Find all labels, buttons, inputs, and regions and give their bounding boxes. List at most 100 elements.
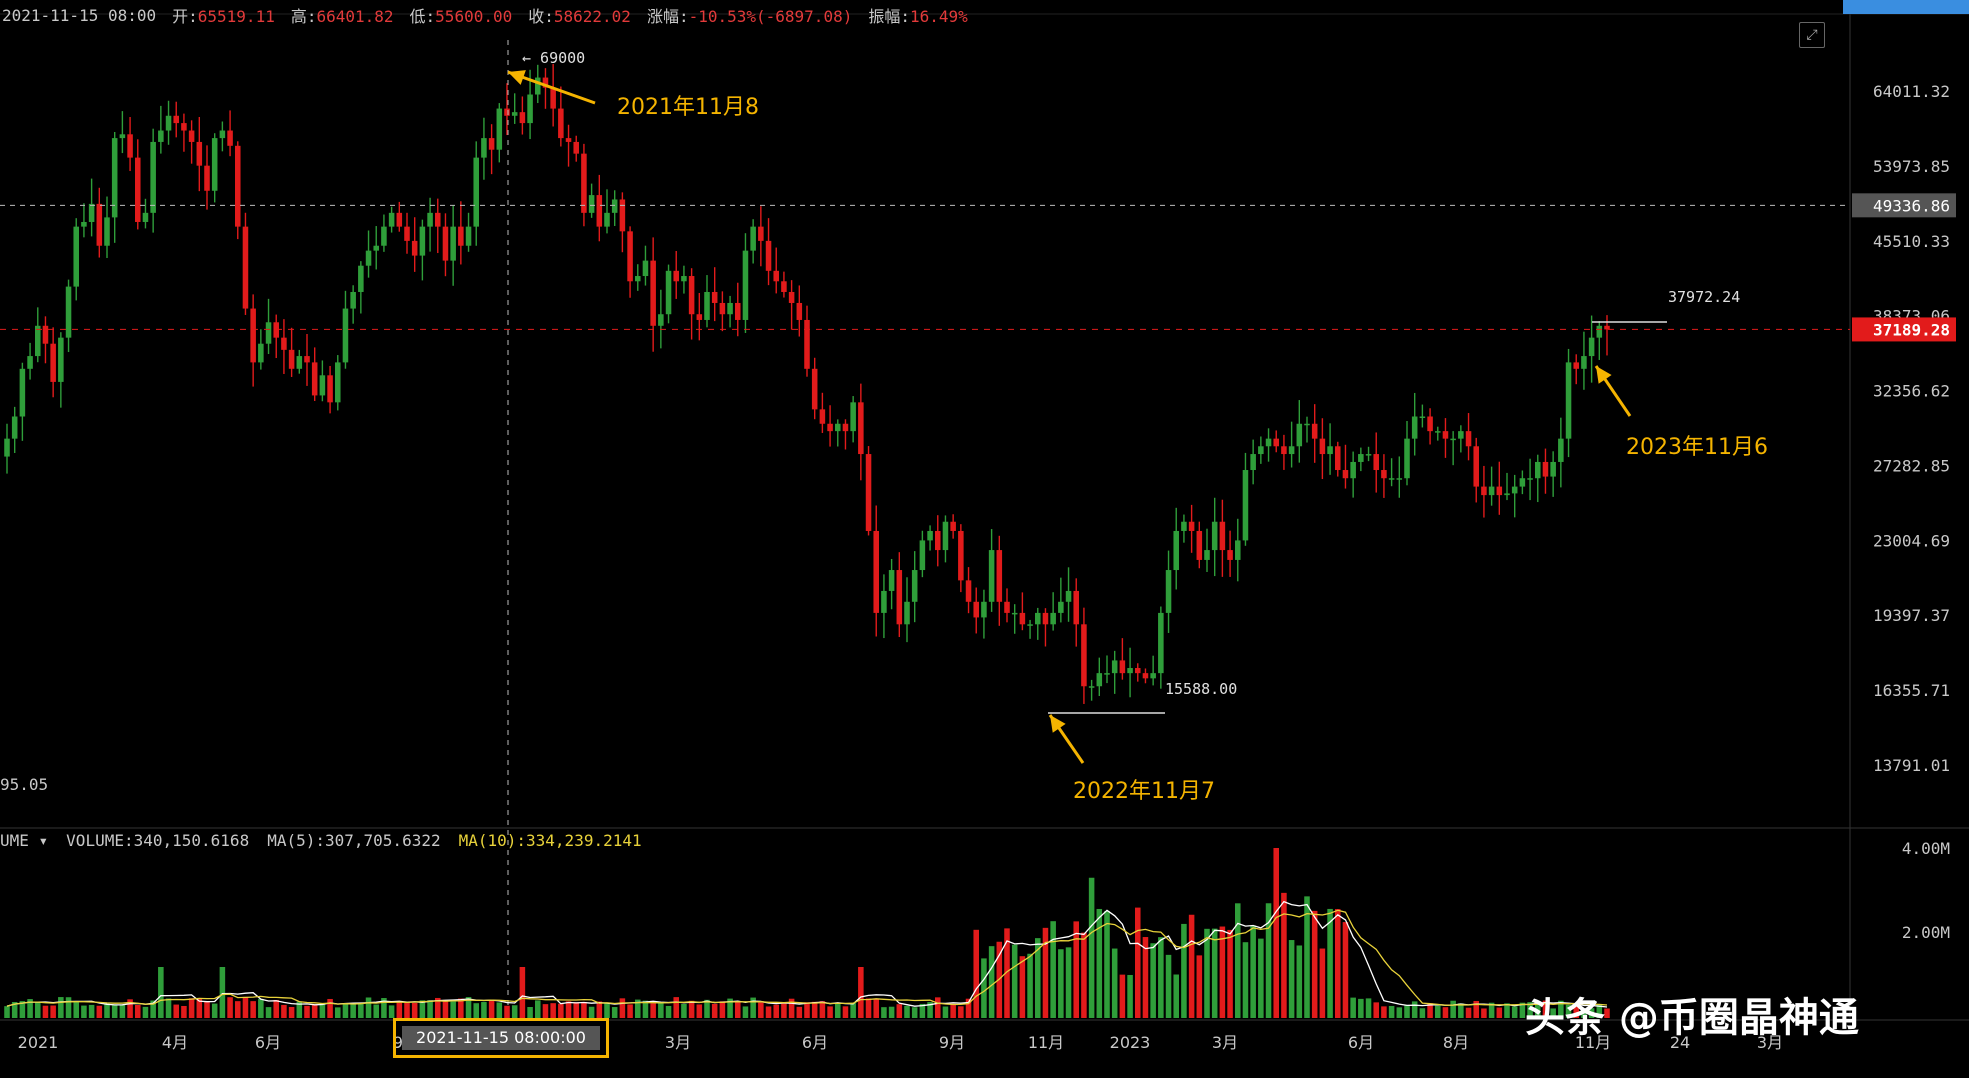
candle-body [719,302,726,315]
candle [1165,550,1172,633]
candle-body [365,250,372,266]
volume-bar [611,1007,618,1018]
current-high-price-label: 37972.24 [1668,288,1740,306]
volume-bar [619,998,626,1018]
candle-body [1011,612,1018,615]
candle-body [596,195,603,227]
volume-bar [1273,848,1279,1018]
candle-body [96,203,103,246]
volume-bar [1188,914,1195,1018]
low-label: 低: [409,7,436,26]
volume-indicator-select[interactable]: UME ▾ [0,830,49,850]
candle [781,271,787,298]
candle [673,250,679,299]
candle [465,212,472,252]
expand-icon[interactable]: ⤢ [1799,22,1825,48]
top-right-tab[interactable] [1843,0,1969,14]
candle-body [935,530,941,551]
candle-body [542,77,549,88]
candle [1304,416,1310,443]
candle-body [88,203,95,222]
candle-body [1196,530,1203,560]
volume-bar [81,1005,87,1018]
volume-bar [565,1001,572,1018]
candle-body [819,409,826,424]
candle [211,133,218,203]
volume-bar [1550,1008,1556,1018]
candle [142,198,149,229]
candle [296,349,303,374]
candle-body [473,157,479,227]
candle-body [196,141,203,166]
candle [1396,456,1403,498]
volume-bar [911,1007,918,1018]
volume-bar [350,1002,356,1018]
candle [719,291,726,332]
candle-body [519,112,526,124]
volume-bar [411,1002,418,1018]
candle-body [1381,470,1387,479]
candle-body [1204,550,1210,560]
volume-bar [658,1002,664,1018]
candle [1058,577,1064,623]
candle [996,535,1003,626]
candle [173,101,179,138]
candle [588,183,595,218]
candle [1188,504,1195,553]
candle [35,307,41,363]
candle-body [788,291,795,303]
volume-bar [235,1001,241,1018]
candle [65,279,72,353]
candle [865,446,872,536]
volume-bar [1373,1002,1379,1018]
volume-bar [1081,932,1087,1018]
candle [96,187,103,258]
candle [973,587,979,634]
candle [281,319,287,374]
candle [573,135,579,162]
candle-body [1235,540,1241,560]
volume-bar [1511,1006,1518,1018]
candle-body [1004,601,1010,613]
candle [819,392,826,433]
time-tick-14: 3月 [1757,1033,1783,1052]
candle [365,230,372,278]
candle-body [81,221,87,227]
candle [1088,679,1095,701]
volume-bar [904,1005,910,1018]
candle-body [1419,416,1426,419]
ma5-line [6,900,1608,1008]
volume-bar [111,1004,118,1018]
volume-bar [311,1004,318,1018]
volume-bar [188,998,195,1018]
candle [1588,315,1595,383]
volume-bar [1427,1003,1433,1018]
candle [1527,458,1533,501]
candle-body [1211,521,1218,551]
candle [542,68,549,109]
volume-bar [73,1001,79,1018]
candle [627,226,633,298]
candle [1419,404,1426,428]
candle [688,268,695,340]
volume-bar [1604,1008,1610,1018]
candle [881,574,887,639]
low-value: 55600.00 [435,7,513,26]
candle-body [304,356,310,363]
candle [511,93,518,124]
volume-bar [804,1002,810,1018]
candle-body [1427,416,1433,432]
volume-bars [4,848,1610,1018]
volume-bar [750,997,756,1018]
candle-body [1604,325,1610,330]
candle-body [342,308,349,363]
volume-bar [158,967,164,1018]
candle-body [1188,521,1195,531]
candle-body [611,199,618,213]
candle [1158,606,1164,689]
candle-body [919,540,926,571]
candle-body [458,226,464,246]
candle [1242,452,1249,546]
price-tick-9: 13791.01 [1873,756,1950,775]
candle-body [1373,454,1379,471]
